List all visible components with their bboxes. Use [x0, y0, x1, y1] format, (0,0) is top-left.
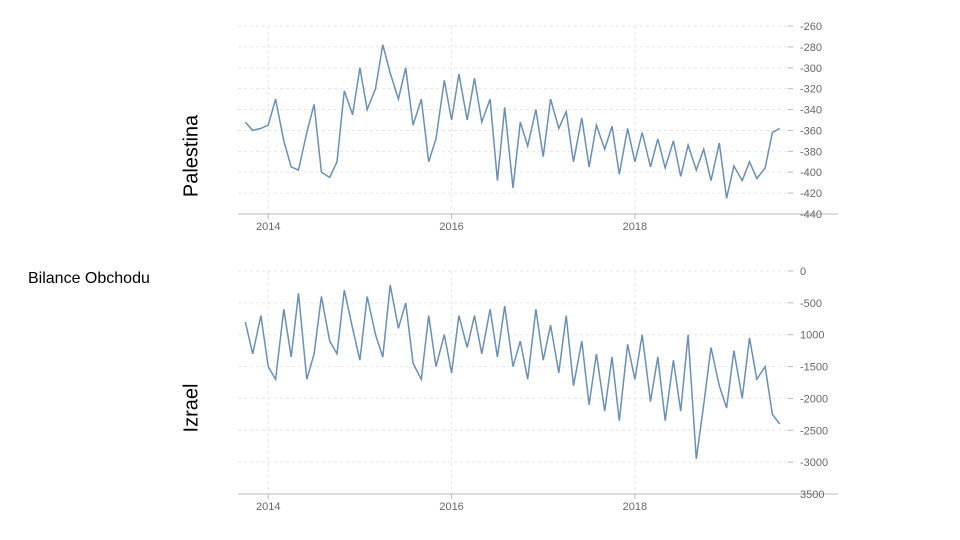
y-tick-label: -2500: [800, 425, 828, 437]
y-tick-label: -300: [800, 63, 822, 75]
y-tick-label: -340: [800, 105, 822, 117]
y-tick-label: -320: [800, 84, 822, 96]
x-tick-label: 2016: [439, 501, 463, 513]
series-line: [245, 285, 779, 459]
y-tick-label: 0: [800, 266, 806, 278]
top-chart-y-label: Palestina: [181, 115, 204, 197]
y-tick-label: -260: [800, 21, 822, 33]
x-tick-label: 2018: [623, 501, 647, 513]
y-tick-label: 1000: [800, 330, 824, 342]
page: { "labels": { "section": "Bilance Obchod…: [0, 0, 960, 540]
y-tick-label: -420: [800, 188, 822, 200]
x-tick-label: 2018: [623, 221, 647, 233]
bottom-chart-y-label: Izrael: [181, 384, 204, 433]
series-line: [245, 45, 779, 199]
y-tick-label: -400: [800, 167, 822, 179]
top-chart: -260 -280 -300 -320 -340 -360 -380 -400 -420 -440…: [218, 18, 868, 238]
bottom-chart: 0 -500 1000 -1500 -2000 -2500 -3000 3500 2014 201…: [218, 266, 868, 526]
x-tick-label: 2016: [439, 221, 463, 233]
x-tick-label: 2014: [256, 501, 280, 513]
y-tick-label: -280: [800, 42, 822, 54]
y-tick-label: -380: [800, 146, 822, 158]
y-tick-label: -3000: [800, 457, 828, 469]
y-tick-label: -360: [800, 125, 822, 137]
y-tick-label: -500: [800, 298, 822, 310]
y-tick-label: -1500: [800, 362, 828, 374]
x-tick-label: 2014: [256, 221, 280, 233]
y-tick-label: -2000: [800, 393, 828, 405]
section-label: Bilance Obchodu: [28, 270, 150, 288]
y-tick-label: -440: [800, 209, 822, 221]
y-tick-label: 3500: [800, 489, 824, 501]
